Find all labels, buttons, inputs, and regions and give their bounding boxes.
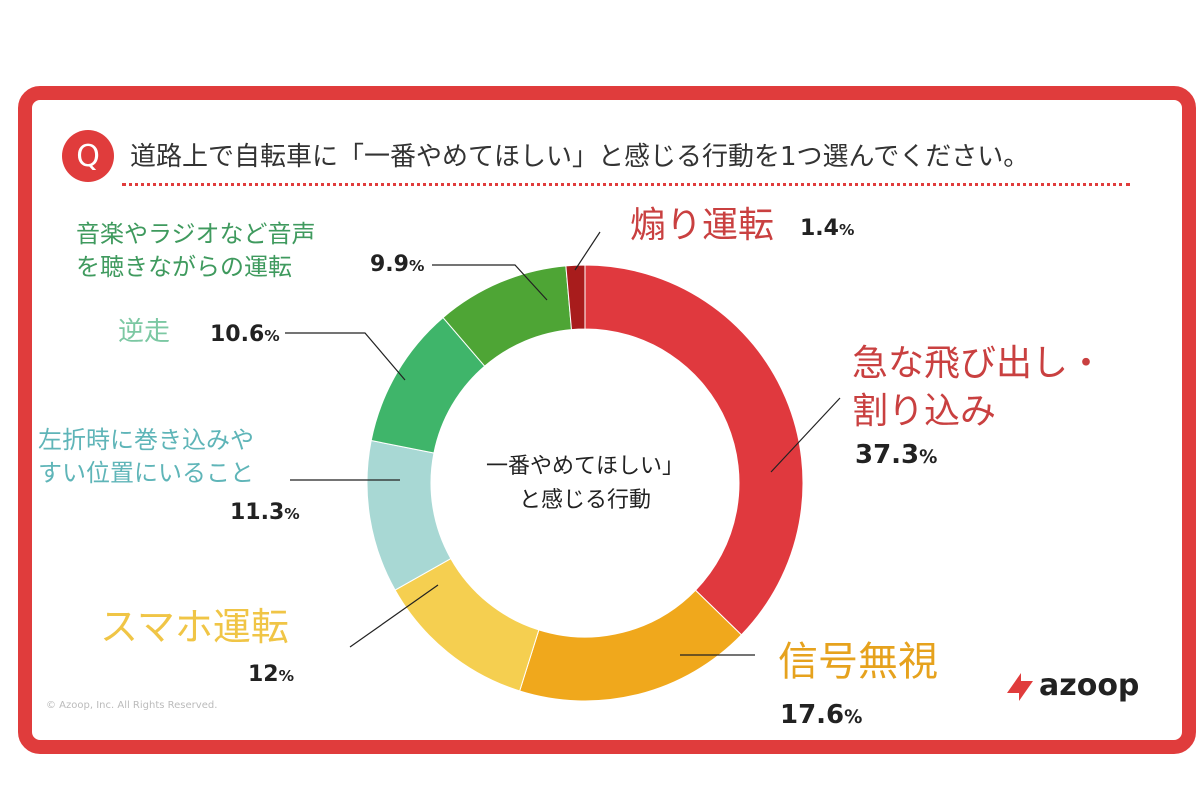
slice-label-wrong-way: 逆走	[118, 316, 170, 348]
slice-label-line: 左折時に巻き込みや	[38, 426, 254, 454]
slice-percent-smartphone-riding: 12%	[248, 662, 294, 687]
percent-unit: %	[838, 221, 855, 239]
slice-label-line: スマホ運転	[100, 605, 289, 649]
percent-unit: %	[264, 327, 280, 345]
center-label-line2: と感じる行動	[518, 488, 651, 513]
percent-value: 17.6	[780, 700, 845, 730]
leader-line-music-audio	[432, 264, 548, 301]
leader-line-smartphone-riding	[349, 584, 439, 648]
percent-value: 9.9	[370, 252, 409, 277]
azoop-logo-text: azoop	[1039, 668, 1140, 703]
slice-label-smartphone-riding: スマホ運転	[100, 603, 289, 651]
leader-lines-group	[285, 231, 841, 656]
slice-percent-music-audio: 9.9%	[370, 252, 424, 277]
slice-label-left-turn-position: 左折時に巻き込みや すい位置にいること	[38, 424, 254, 490]
slice-label-line: 信号無視	[778, 639, 938, 685]
slice-label-line: 急な飛び出し・	[852, 343, 1105, 384]
slice-percent-left-turn-position: 11.3%	[230, 500, 300, 525]
azoop-logo-icon	[1007, 672, 1033, 701]
slice-label-sudden-dart-out: 急な飛び出し・ 割り込み	[852, 340, 1104, 436]
percent-unit: %	[408, 257, 425, 275]
percent-unit: %	[844, 707, 863, 728]
slice-percent-sudden-dart-out: 37.3%	[855, 440, 937, 470]
leader-line-tailgating	[574, 231, 601, 271]
center-label-line1: 一番やめてほしい」	[485, 454, 684, 479]
percent-value: 12	[248, 662, 279, 687]
slice-percent-wrong-way: 10.6%	[210, 322, 280, 347]
slice-label-signal-ignoring: 信号無視	[778, 637, 938, 687]
slice-label-line: 煽り運転	[630, 205, 775, 246]
slice-label-line: 割り込み	[852, 391, 997, 432]
percent-unit: %	[284, 505, 300, 523]
slice-label-line: 逆走	[118, 317, 171, 347]
donut-slice-2	[394, 557, 540, 692]
percent-value: 10.6	[210, 322, 265, 347]
slice-label-line: を聴きながらの運転	[76, 253, 292, 281]
azoop-logo: azoop	[1005, 668, 1139, 703]
percent-value: 1.4	[800, 216, 839, 241]
dotted-divider	[122, 183, 1130, 186]
leader-line-sudden-dart-out	[770, 397, 841, 473]
percent-value: 11.3	[230, 500, 285, 525]
slice-label-line: すい位置にいること	[38, 459, 254, 487]
percent-unit: %	[919, 447, 938, 468]
question-badge: Q	[62, 130, 114, 182]
percent-value: 37.3	[855, 440, 920, 470]
slice-percent-signal-ignoring: 17.6%	[780, 700, 862, 730]
slice-label-tailgating: 煽り運転	[630, 204, 774, 248]
donut-slice-1	[519, 589, 743, 702]
donut-slice-0	[584, 264, 804, 636]
percent-unit: %	[278, 667, 295, 685]
donut-slice-6	[565, 264, 586, 331]
slice-label-music-audio: 音楽やラジオなど音声 を聴きながらの運転	[76, 218, 316, 284]
leader-line-wrong-way	[285, 332, 406, 381]
slice-label-line: 音楽やラジオなど音声	[76, 220, 316, 248]
copyright-text: © Azoop, Inc. All Rights Reserved.	[46, 700, 218, 711]
slice-percent-tailgating: 1.4%	[800, 216, 854, 241]
center-label: 一番やめてほしい」 と感じる行動	[445, 450, 725, 518]
question-text: 道路上で自転車に「一番やめてほしい」と感じる行動を1つ選んでください。	[130, 142, 1030, 172]
